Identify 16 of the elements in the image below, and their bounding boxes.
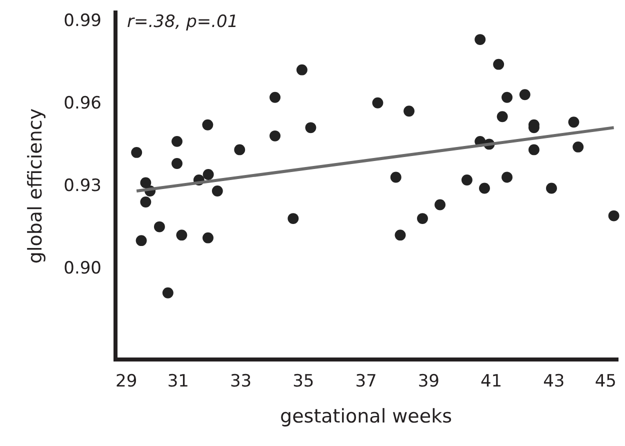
x-tick-label: 43 bbox=[543, 372, 565, 392]
x-tick-label: 41 bbox=[480, 372, 502, 392]
y-tick-label: 0.90 bbox=[64, 258, 102, 279]
y-tick-label: 0.99 bbox=[64, 10, 102, 31]
x-tick-label: 45 bbox=[594, 372, 616, 392]
x-tick-label: 37 bbox=[355, 372, 377, 392]
x-tick-label: 35 bbox=[292, 372, 314, 392]
annotation: r=.38, p=.01 bbox=[127, 12, 238, 32]
x-tick-label: 33 bbox=[230, 372, 252, 392]
x-tick-label: 31 bbox=[167, 372, 189, 392]
x-tick-label: 39 bbox=[418, 372, 440, 392]
y-axis-title: global efficiency bbox=[24, 108, 47, 264]
y-tick-label: 0.96 bbox=[64, 93, 102, 114]
x-axis-title: gestational weeks bbox=[280, 406, 452, 428]
y-tick-label: 0.93 bbox=[64, 176, 102, 196]
x-tick-label: 29 bbox=[116, 372, 138, 392]
